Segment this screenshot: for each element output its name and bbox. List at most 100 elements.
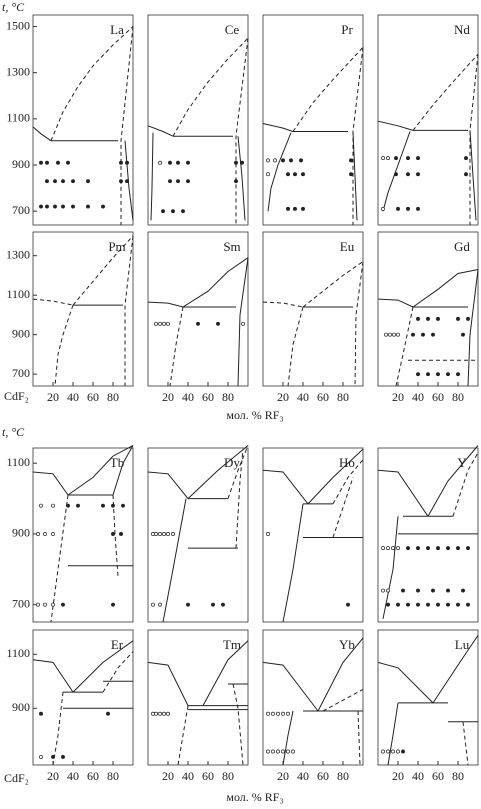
data-point xyxy=(240,160,244,165)
data-point xyxy=(381,588,385,593)
data-point xyxy=(266,172,270,177)
data-point xyxy=(161,209,165,214)
phase-line xyxy=(377,661,434,704)
data-point xyxy=(266,531,270,536)
x-tick-label: 60 xyxy=(202,769,214,783)
y-tick-label: 700 xyxy=(12,596,30,610)
data-point xyxy=(381,156,385,161)
data-point xyxy=(51,754,55,759)
phase-line xyxy=(67,445,134,496)
data-point xyxy=(386,588,390,593)
x-tick-label: 40 xyxy=(412,769,424,783)
data-point xyxy=(158,321,162,326)
data-point xyxy=(186,179,190,184)
data-point xyxy=(396,749,400,754)
data-point xyxy=(271,711,275,716)
phase-line xyxy=(112,494,119,577)
x-tick-label: 40 xyxy=(297,769,309,783)
data-point xyxy=(286,172,290,177)
data-point xyxy=(286,711,290,716)
x-tick-label: 80 xyxy=(452,769,464,783)
panel-frame xyxy=(32,629,134,766)
phase-line xyxy=(102,651,134,693)
phase-line xyxy=(235,449,244,549)
data-point xyxy=(39,711,43,716)
data-point xyxy=(176,160,180,165)
data-point xyxy=(446,372,450,377)
panel-frame xyxy=(32,231,134,387)
x-tick-label: 40 xyxy=(182,769,194,783)
phase-line xyxy=(237,136,246,221)
data-point xyxy=(456,546,460,551)
data-point xyxy=(426,372,430,377)
data-point xyxy=(391,749,395,754)
panel-frame xyxy=(377,629,479,766)
data-point xyxy=(45,160,49,165)
phase-line xyxy=(395,306,414,387)
phase-line xyxy=(352,47,364,225)
phase-line xyxy=(262,469,309,505)
data-point xyxy=(406,156,410,161)
data-point xyxy=(426,602,430,607)
data-point xyxy=(381,546,385,551)
data-point xyxy=(166,321,170,326)
phase-line xyxy=(172,37,249,137)
data-point xyxy=(36,602,40,607)
data-point xyxy=(299,158,303,163)
y-tick-label: 700 xyxy=(12,366,30,380)
phase-line xyxy=(50,26,134,141)
data-point xyxy=(461,588,465,593)
data-point xyxy=(386,546,390,551)
x-tick-label: 20 xyxy=(392,769,404,783)
panel-title: Yb xyxy=(339,637,355,652)
y-unit: t, °C xyxy=(2,425,25,439)
data-point xyxy=(416,546,420,551)
x-label: мол. % RF₃ xyxy=(226,408,283,422)
data-point xyxy=(416,316,420,321)
data-point xyxy=(39,204,43,209)
x-tick-label: 60 xyxy=(202,390,214,404)
data-point xyxy=(53,204,57,209)
x-tick-label: 80 xyxy=(222,769,234,783)
x-tick-label: 40 xyxy=(182,390,194,404)
phase-line xyxy=(287,306,304,387)
y-tick-label: 1100 xyxy=(6,646,30,660)
x-label: мол. % RF₃ xyxy=(226,790,283,804)
data-point xyxy=(154,531,158,536)
data-point xyxy=(111,531,115,536)
x-tick-label: 60 xyxy=(432,769,444,783)
data-point xyxy=(181,209,185,214)
data-point xyxy=(273,158,277,163)
data-point xyxy=(61,754,65,759)
x-tick-label: 20 xyxy=(47,769,59,783)
x-origin: CdF₂ xyxy=(4,771,29,785)
data-point xyxy=(43,602,47,607)
data-point xyxy=(426,546,430,551)
data-point xyxy=(241,321,245,326)
x-tick-label: 60 xyxy=(87,390,99,404)
phase-line xyxy=(332,477,354,538)
data-point xyxy=(446,602,450,607)
data-point xyxy=(436,316,440,321)
data-point xyxy=(301,172,305,177)
phase-line xyxy=(322,688,364,712)
data-point xyxy=(158,531,162,536)
data-point xyxy=(36,531,40,536)
data-point xyxy=(416,172,420,177)
panel-frame xyxy=(147,629,249,766)
phase-line xyxy=(357,710,361,766)
panel-frame xyxy=(262,231,364,387)
data-point xyxy=(176,179,180,184)
panel-title: Tm xyxy=(223,637,241,652)
data-point xyxy=(416,206,420,211)
data-point xyxy=(101,204,105,209)
data-point xyxy=(66,503,70,508)
data-point xyxy=(51,503,55,508)
phase-line xyxy=(282,710,294,766)
phase-line xyxy=(262,123,294,132)
data-point xyxy=(394,156,398,161)
y-tick-label: 900 xyxy=(12,157,30,171)
panel-title: Y xyxy=(457,455,467,470)
panel-frame xyxy=(32,447,134,623)
